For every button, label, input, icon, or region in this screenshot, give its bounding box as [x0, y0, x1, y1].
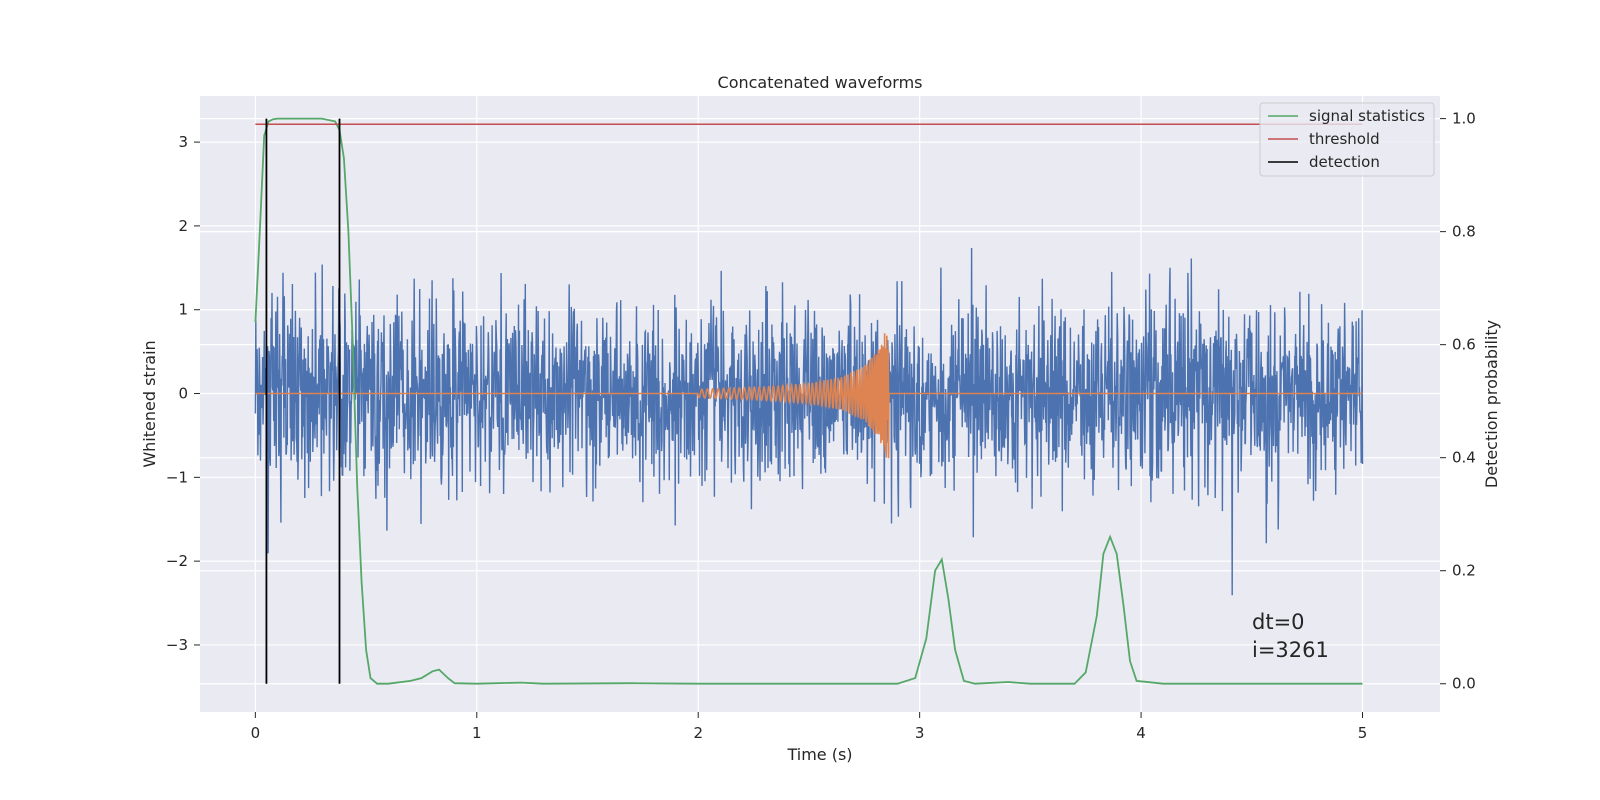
annotation-i: i=3261	[1252, 638, 1329, 662]
y-tick-label: 3	[178, 133, 188, 151]
y-right-tick-label: 0.6	[1452, 336, 1476, 354]
x-tick-label: 3	[915, 724, 925, 742]
y-tick-label: −2	[166, 552, 188, 570]
legend-label-signal-statistics: signal statistics	[1309, 107, 1425, 125]
ticks: 0 1 2 3 4 5 −3 −2 −1 0 1 2 3 0.0 0.2 0.4 0.6 0.8 1.0	[166, 110, 1476, 742]
right-axis-series	[254, 117, 1363, 685]
y-right-tick-label: 0.4	[1452, 449, 1476, 467]
x-axis-label: Time (s)	[786, 745, 852, 764]
waveform-series	[255, 333, 1363, 459]
strain-line	[254, 247, 1364, 596]
y-tick-label: 1	[178, 301, 188, 319]
legend: signal statistics threshold detection	[1259, 102, 1435, 177]
y-right-tick-label: 0.0	[1452, 675, 1476, 693]
chart-title: Concatenated waveforms	[718, 73, 923, 92]
strain-series	[254, 247, 1364, 596]
x-tick-label: 5	[1358, 724, 1368, 742]
x-tick-label: 0	[251, 724, 261, 742]
y-tick-label: 2	[178, 217, 188, 235]
x-tick-label: 4	[1136, 724, 1146, 742]
grid	[200, 96, 1440, 712]
y-tick-label: −3	[166, 636, 188, 654]
legend-label-detection: detection	[1309, 153, 1380, 171]
annotation: dt=0 i=3261	[1252, 610, 1329, 662]
legend-label-threshold: threshold	[1309, 130, 1380, 148]
y-axis-right-label: Detection probability	[1482, 320, 1501, 488]
y-tick-label: 0	[178, 385, 188, 403]
y-right-tick-label: 0.8	[1452, 223, 1476, 241]
y-axis-label: Whitened strain	[140, 340, 159, 467]
annotation-dt: dt=0	[1252, 610, 1305, 634]
waveform-line	[255, 333, 1363, 459]
y-right-tick-label: 1.0	[1452, 110, 1476, 128]
x-tick-label: 1	[472, 724, 482, 742]
legend-box	[1259, 102, 1435, 177]
y-tick-label: −1	[166, 468, 188, 486]
y-right-tick-label: 0.2	[1452, 562, 1476, 580]
x-tick-label: 2	[693, 724, 703, 742]
